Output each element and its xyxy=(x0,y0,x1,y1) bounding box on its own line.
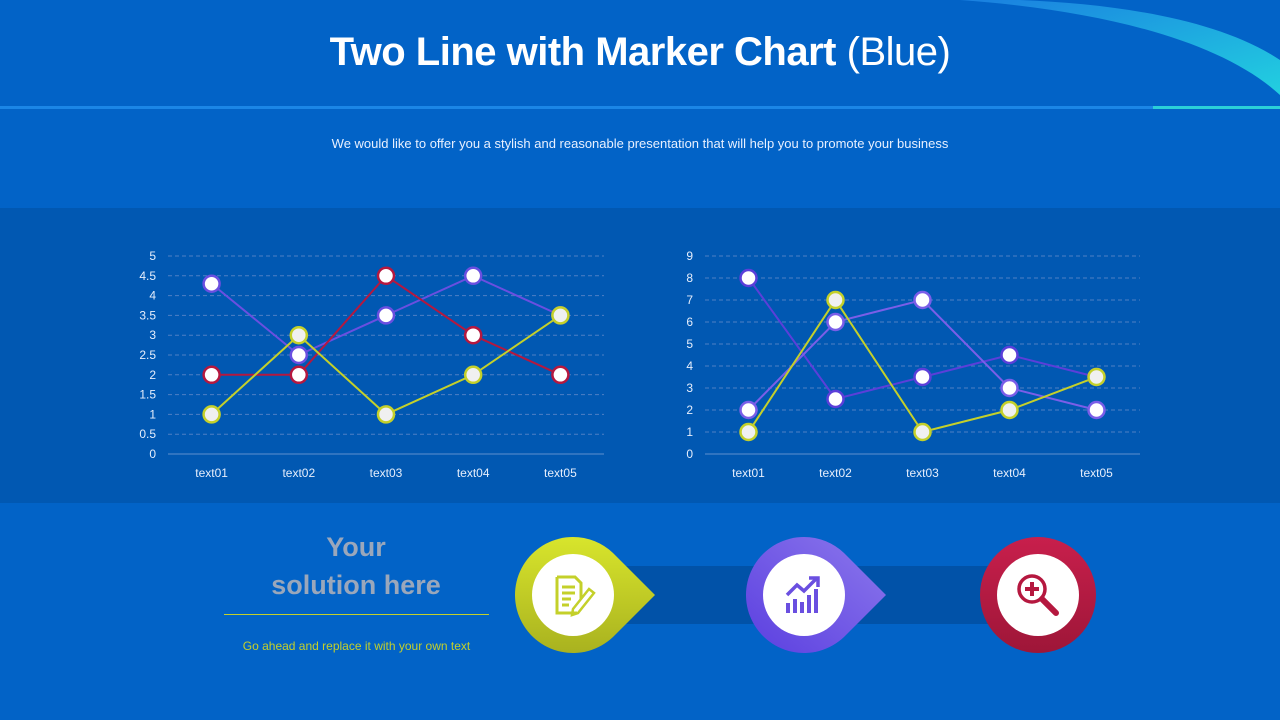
data-marker xyxy=(739,268,758,288)
header-divider xyxy=(0,106,1280,109)
solution-title-line2: solution here xyxy=(271,570,441,600)
data-marker xyxy=(551,365,570,385)
data-marker xyxy=(1000,345,1019,365)
data-marker xyxy=(202,274,221,293)
y-tick-label: 0.5 xyxy=(139,427,156,441)
step-3-circle xyxy=(997,554,1079,636)
data-marker xyxy=(826,290,845,310)
step-2-pin xyxy=(746,537,888,658)
y-tick-label: 2 xyxy=(149,368,156,382)
y-tick-label: 0 xyxy=(149,447,156,461)
solution-body: Go ahead and replace it with your own te… xyxy=(242,639,471,653)
data-marker xyxy=(913,422,932,442)
x-tick-label: text02 xyxy=(282,466,315,480)
y-tick-label: 9 xyxy=(686,249,693,263)
y-tick-label: 4 xyxy=(686,359,693,373)
chart-canvas-left: 0 0.5 1 1.5 2 2.5 3 3.5 4 4.5 5 text01 text02 text03 t… xyxy=(139,249,604,480)
data-marker xyxy=(826,312,845,332)
data-marker xyxy=(739,422,758,442)
x-tick-label: text05 xyxy=(1080,466,1113,480)
data-marker xyxy=(739,400,758,420)
data-marker xyxy=(463,266,483,286)
line-chart-left: 0 0.5 1 1.5 2 2.5 3 3.5 4 4.5 5 text01 text02 text03 t… xyxy=(130,240,620,490)
data-marker xyxy=(376,405,396,424)
y-tick-label: 8 xyxy=(686,271,693,285)
line-chart-right: 0 1 2 3 4 5 6 7 8 9 text01 text02 text03 text04 text05 xyxy=(660,240,1150,490)
data-marker xyxy=(202,365,221,385)
data-marker xyxy=(376,266,396,286)
data-marker xyxy=(913,290,932,310)
title-light: (Blue) xyxy=(846,30,951,74)
data-marker xyxy=(1000,400,1019,420)
y-tick-label: 1 xyxy=(149,407,156,421)
data-marker xyxy=(913,367,932,387)
y-tick-label: 2 xyxy=(686,403,693,417)
series-line xyxy=(210,314,561,416)
step-1-circle xyxy=(532,554,614,636)
y-tick-label: 2.5 xyxy=(139,348,156,362)
x-tick-label: text04 xyxy=(457,466,490,480)
y-tick-label: 6 xyxy=(686,315,693,329)
data-marker xyxy=(463,325,483,345)
solution-title-line1: Your xyxy=(326,532,386,562)
data-marker xyxy=(289,325,309,345)
y-tick-label: 1 xyxy=(686,425,693,439)
x-tick-label: text01 xyxy=(195,466,228,480)
document-edit-icon xyxy=(555,575,596,617)
data-marker xyxy=(1000,378,1019,398)
x-tick-label: text05 xyxy=(544,466,577,480)
y-tick-label: 1.5 xyxy=(139,388,156,402)
subtitle: We would like to offer you a stylish and… xyxy=(331,136,949,151)
page-title: Two Line with Marker Chart (Blue) xyxy=(0,30,1280,75)
zoom-in-icon xyxy=(1017,574,1059,616)
y-tick-label: 4.5 xyxy=(139,269,156,283)
growth-chart-icon xyxy=(785,576,820,613)
y-tick-label: 3 xyxy=(149,328,156,342)
data-marker xyxy=(1087,400,1106,420)
data-marker xyxy=(1087,367,1106,387)
y-tick-label: 7 xyxy=(686,293,693,307)
chart-canvas-right: 0 1 2 3 4 5 6 7 8 9 text01 text02 text03 text04 text05 xyxy=(686,249,1140,480)
data-marker xyxy=(463,365,483,385)
header-divider-accent xyxy=(1153,106,1280,109)
step-2-circle xyxy=(763,554,845,636)
x-tick-label: text02 xyxy=(819,466,852,480)
y-tick-label: 5 xyxy=(686,337,693,351)
y-tick-label: 3 xyxy=(686,381,693,395)
data-marker xyxy=(289,365,309,385)
data-marker xyxy=(202,405,221,424)
data-marker xyxy=(826,389,845,409)
title-bold: Two Line with Marker Chart xyxy=(329,30,837,74)
y-tick-label: 3.5 xyxy=(139,308,156,322)
x-tick-label: text01 xyxy=(732,466,765,480)
data-marker xyxy=(551,306,570,325)
y-tick-label: 4 xyxy=(149,289,156,303)
x-tick-label: text03 xyxy=(906,466,939,480)
x-tick-label: text03 xyxy=(370,466,403,480)
y-tick-label: 0 xyxy=(686,447,693,461)
series-line xyxy=(747,298,1097,411)
data-marker xyxy=(289,345,309,365)
data-marker xyxy=(376,306,396,325)
x-tick-label: text04 xyxy=(993,466,1026,480)
y-tick-label: 5 xyxy=(149,249,156,263)
step-3-pin xyxy=(980,537,1098,658)
solution-divider xyxy=(224,614,489,615)
solution-title: Your solution here xyxy=(224,528,488,604)
step-1-pin xyxy=(515,537,657,658)
